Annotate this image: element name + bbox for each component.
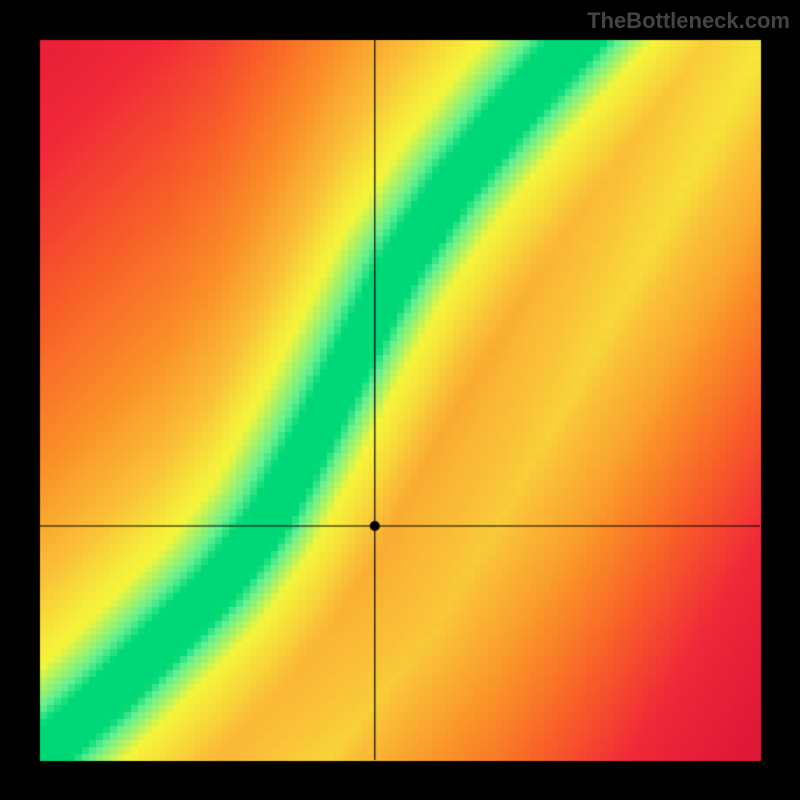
chart-container: TheBottleneck.com <box>0 0 800 800</box>
heatmap-canvas <box>0 0 800 800</box>
watermark-text: TheBottleneck.com <box>587 8 790 34</box>
